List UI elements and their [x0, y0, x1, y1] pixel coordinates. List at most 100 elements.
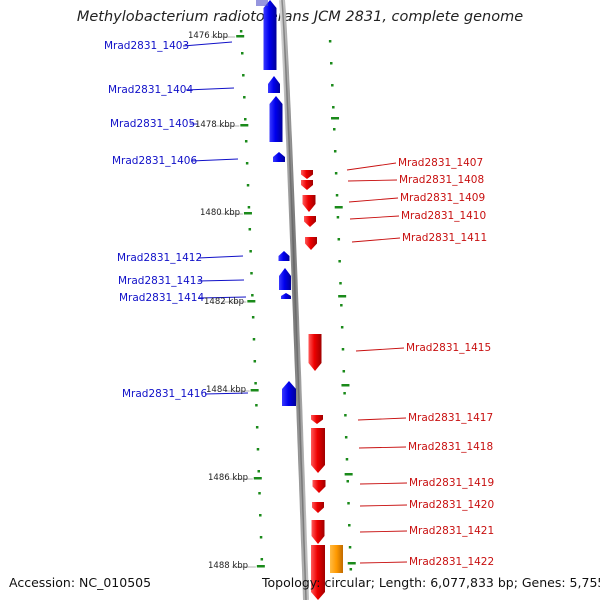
- rail-dot-right: [332, 106, 335, 109]
- gene-label-1412[interactable]: Mrad2831_1412: [117, 252, 203, 264]
- rail-dot-left: [246, 184, 250, 187]
- rail-dot-left: [258, 492, 261, 495]
- map-title: Methylobacterium radiotolerans JCM 2831,…: [76, 9, 524, 25]
- major-tick-right: [344, 473, 353, 476]
- major-tick-right: [347, 562, 356, 565]
- major-tick-right: [334, 206, 343, 209]
- tick-label-1486: 1486 kbp: [208, 473, 249, 483]
- rail-dot-right: [345, 458, 349, 461]
- rail-dot-left: [256, 448, 260, 451]
- tick-label-1488: 1488 kbp: [208, 561, 249, 571]
- forward-gene-arrow: [311, 428, 325, 473]
- rail-dot-left: [239, 30, 243, 33]
- forward-gene-arrow: [312, 502, 324, 513]
- gene-label-1406[interactable]: Mrad2831_1406: [112, 155, 198, 167]
- gene-label-1414[interactable]: Mrad2831_1414: [119, 292, 205, 304]
- gene-leader-left: [197, 279, 245, 282]
- gene-label-1415[interactable]: Mrad2831_1415: [406, 342, 492, 354]
- rail-dot-right: [343, 392, 346, 395]
- gene-leader-left: [197, 255, 244, 259]
- rail-dot-right: [348, 524, 351, 527]
- reverse-gene-arrow: [263, 0, 277, 70]
- rail-dot-right: [344, 414, 347, 417]
- gene-leader-left: [198, 296, 247, 299]
- rail-dot-left: [248, 228, 252, 231]
- rail-dot-right: [339, 282, 342, 285]
- major-tick-left: [240, 124, 249, 127]
- rail-dot-right: [346, 480, 350, 483]
- reverse-gene-arrow: [279, 268, 291, 290]
- gene-label-1417[interactable]: Mrad2831_1417: [408, 412, 494, 424]
- rail-dot-left: [250, 272, 253, 275]
- rail-dot-right: [338, 260, 341, 263]
- rail-dot-left: [244, 140, 248, 143]
- gene-leader-right: [359, 561, 408, 564]
- gene-leader-left: [185, 87, 235, 91]
- rail-dot-left: [244, 118, 247, 121]
- rail-dot-left: [253, 360, 257, 363]
- gene-label-1403[interactable]: Mrad2831_1403: [104, 40, 190, 52]
- rail-dot-left: [255, 404, 258, 407]
- major-tick-left: [247, 300, 256, 303]
- rail-dot-left: [257, 470, 261, 473]
- forward-gene-arrow: [304, 216, 316, 227]
- gene-label-1405[interactable]: Mrad2831_1405: [110, 118, 196, 130]
- gene-leader-right: [359, 504, 408, 507]
- rail-dot-right: [340, 326, 344, 329]
- gene-label-1407[interactable]: Mrad2831_1407: [398, 157, 484, 169]
- major-tick-left: [243, 212, 252, 215]
- rail-dot-right: [348, 546, 352, 549]
- gene-leader-right: [359, 482, 408, 485]
- rail-dot-right: [344, 436, 348, 439]
- gene-leader-left: [204, 392, 249, 395]
- rail-dot-right: [337, 238, 341, 241]
- gene-label-1404[interactable]: Mrad2831_1404: [108, 84, 194, 96]
- rail-dot-right: [340, 304, 343, 307]
- rail-dot-left: [242, 74, 245, 77]
- rail-dot-left: [245, 162, 249, 165]
- reverse-gene-arrow: [256, 0, 268, 6]
- rail-dot-left: [255, 426, 259, 429]
- gene-leader-right: [349, 215, 400, 220]
- gene-label-1422[interactable]: Mrad2831_1422: [409, 556, 495, 568]
- gene-label-1420[interactable]: Mrad2831_1420: [409, 499, 495, 511]
- accession-text: Accession: NC_010505: [9, 575, 152, 590]
- gene-label-1411[interactable]: Mrad2831_1411: [402, 232, 488, 244]
- gene-label-1419[interactable]: Mrad2831_1419: [409, 477, 495, 489]
- forward-gene-arrow: [311, 545, 325, 600]
- gene-leader-left: [190, 158, 239, 162]
- rail-dot-right: [347, 502, 350, 505]
- gene-label-1410[interactable]: Mrad2831_1410: [401, 210, 487, 222]
- major-tick-left: [256, 565, 265, 568]
- forward-gene-arrow: [311, 415, 323, 424]
- gene-label-1408[interactable]: Mrad2831_1408: [399, 174, 485, 186]
- rail-dot-right: [333, 128, 336, 131]
- rail-dot-right: [341, 348, 345, 351]
- forward-gene-arrow: [302, 195, 316, 212]
- gene-label-1421[interactable]: Mrad2831_1421: [409, 525, 495, 537]
- forward-gene-arrow: [301, 180, 313, 190]
- gene-label-1413[interactable]: Mrad2831_1413: [118, 275, 204, 287]
- gene-label-1409[interactable]: Mrad2831_1409: [400, 192, 486, 204]
- gene-leader-right: [357, 417, 407, 421]
- rail-dot-right: [328, 40, 332, 43]
- rail-dot-left: [241, 52, 244, 55]
- reverse-gene-arrow: [273, 152, 285, 162]
- rail-dot-right: [333, 150, 337, 153]
- gene-leader-right: [351, 237, 401, 243]
- rail-dot-left: [251, 294, 254, 297]
- major-tick-right: [331, 117, 340, 120]
- rail-dot-left: [252, 338, 256, 341]
- tick-label-1476: 1476 kbp: [188, 31, 229, 41]
- rail-dot-right: [335, 194, 339, 197]
- rail-dot-left: [254, 382, 257, 385]
- rail-dot-right: [342, 370, 346, 373]
- major-tick-left: [250, 389, 259, 392]
- gene-label-1418[interactable]: Mrad2831_1418: [408, 441, 494, 453]
- rail-dot-right: [331, 84, 334, 87]
- reverse-gene-arrow: [269, 96, 283, 142]
- gene-leader-right: [347, 179, 398, 182]
- gene-label-1416[interactable]: Mrad2831_1416: [122, 388, 208, 400]
- other-gene-block: [330, 545, 343, 573]
